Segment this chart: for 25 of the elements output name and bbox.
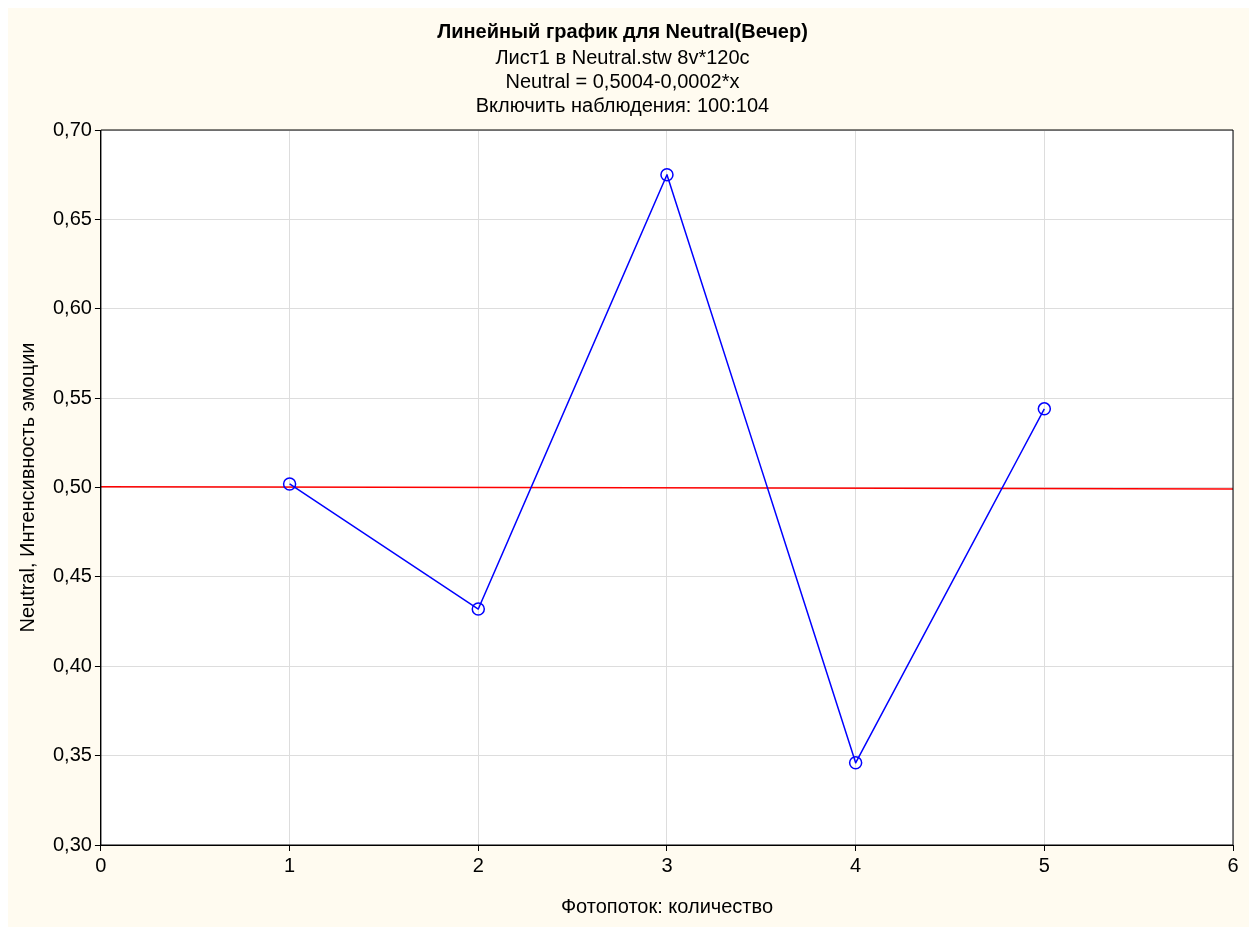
y-tick-label: 0,70 — [52, 117, 92, 140]
y-tick-label: 0,40 — [52, 653, 92, 676]
y-tick-label: 0,45 — [52, 564, 92, 587]
x-tick-label: 6 — [1227, 853, 1239, 876]
point — [1037, 402, 1052, 416]
x-tick-label: 0 — [95, 853, 107, 876]
x-tick-label: 2 — [472, 853, 484, 876]
x-tick-label: 4 — [850, 853, 862, 876]
x-tick-label: 5 — [1038, 853, 1050, 876]
y-tick-label: 0,35 — [52, 743, 92, 766]
point — [660, 167, 674, 182]
point — [471, 602, 486, 616]
chart-subtitle: Лист1 в Neutral.stw 8v*120c Neutral = 0,5004-0,0002*x Включить наблюдения: 100:104 — [475, 45, 770, 116]
x-tick-label: 3 — [661, 853, 673, 876]
y-tick-label: 0,50 — [52, 475, 92, 498]
y-tick-label: 0,65 — [52, 206, 92, 229]
x-axis-title: Фотопоток: количество — [560, 894, 774, 917]
point — [848, 756, 863, 770]
y-axis-title: Neutral, Интенсивность эмоции — [15, 342, 38, 633]
chart-title: Линейный график для Neutral(Вечер) — [437, 19, 808, 42]
y-tick-label: 0,60 — [52, 296, 92, 319]
point — [282, 477, 297, 491]
y-tick-label: 0,30 — [52, 832, 92, 855]
x-tick-label: 1 — [284, 853, 296, 876]
y-tick-label: 0,55 — [52, 385, 92, 408]
